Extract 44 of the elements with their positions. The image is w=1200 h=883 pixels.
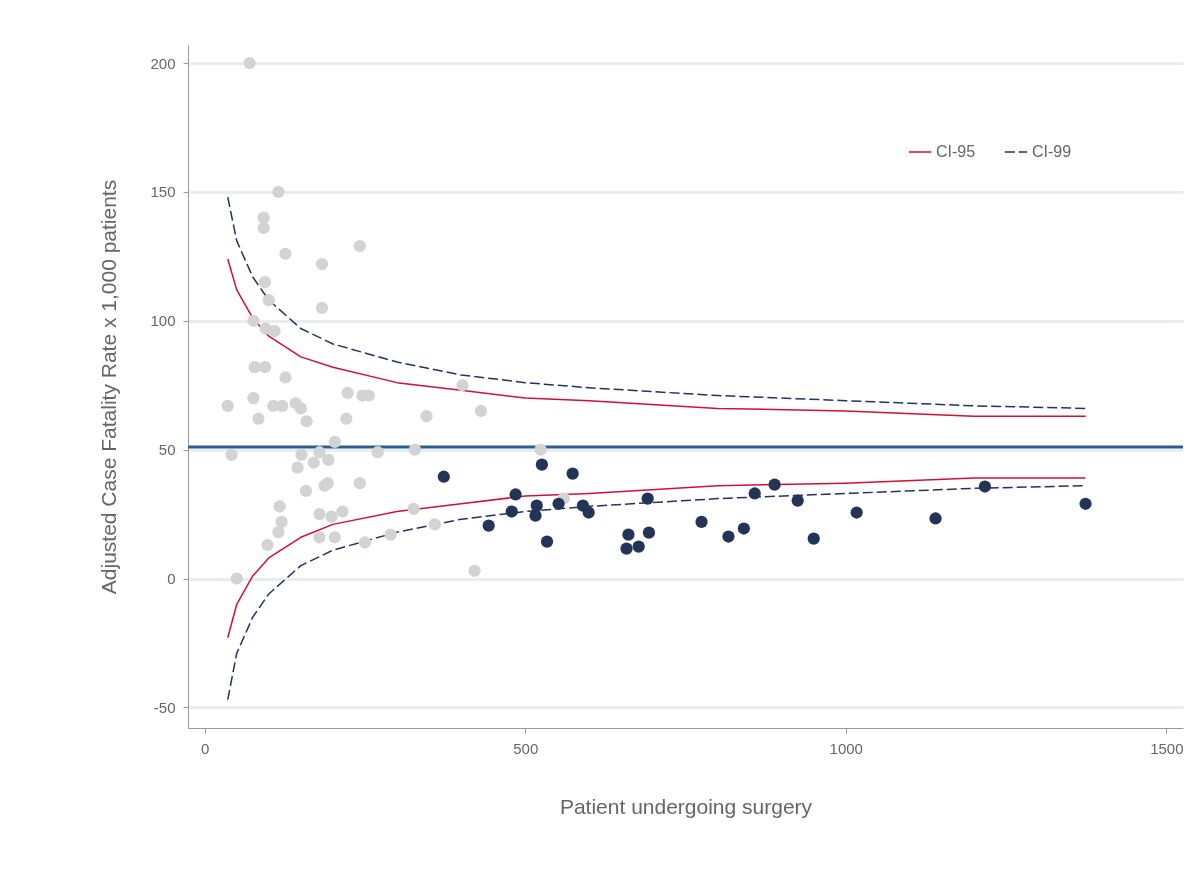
point (748, 487, 761, 500)
point (622, 528, 635, 541)
point (1079, 497, 1092, 510)
point (505, 505, 518, 518)
x-tick-label: 0 (201, 739, 210, 757)
point (530, 499, 543, 512)
x-axis-title: Patient undergoing surgery (559, 794, 813, 818)
x-tick-label: 500 (513, 739, 539, 757)
y-axis-title: Adjusted Case Fatality Rate x 1,000 patients (97, 179, 121, 595)
y-tick-label: 0 (167, 570, 176, 588)
point (695, 515, 708, 528)
point (641, 492, 654, 505)
point (552, 497, 565, 510)
y-tick-label: 200 (150, 54, 176, 72)
point (437, 470, 450, 483)
point (642, 526, 656, 539)
y-tick-label: 50 (158, 441, 176, 459)
x-tick-label: 1000 (829, 739, 863, 757)
point (807, 532, 820, 545)
point (978, 480, 992, 493)
point (529, 509, 542, 522)
point (566, 467, 579, 480)
point (737, 522, 750, 535)
point (722, 530, 735, 543)
line-series (227, 196, 1087, 410)
point (482, 519, 495, 532)
point (620, 542, 633, 555)
point (929, 512, 942, 525)
point (632, 540, 645, 553)
point (540, 535, 554, 548)
point (582, 506, 595, 519)
y-tick-label: 100 (150, 312, 176, 330)
line-series (227, 258, 1087, 417)
point (791, 494, 804, 507)
line-series (227, 477, 1087, 639)
point (850, 506, 863, 519)
y-tick-label: -50 (153, 698, 176, 716)
point (768, 478, 781, 491)
legend-label: CI-95 (936, 143, 976, 160)
point (509, 488, 522, 501)
x-tick-label: 1500 (1150, 739, 1184, 757)
y-tick-label: 150 (150, 183, 176, 201)
point (535, 458, 549, 471)
legend-label: CI-99 (1032, 143, 1072, 160)
